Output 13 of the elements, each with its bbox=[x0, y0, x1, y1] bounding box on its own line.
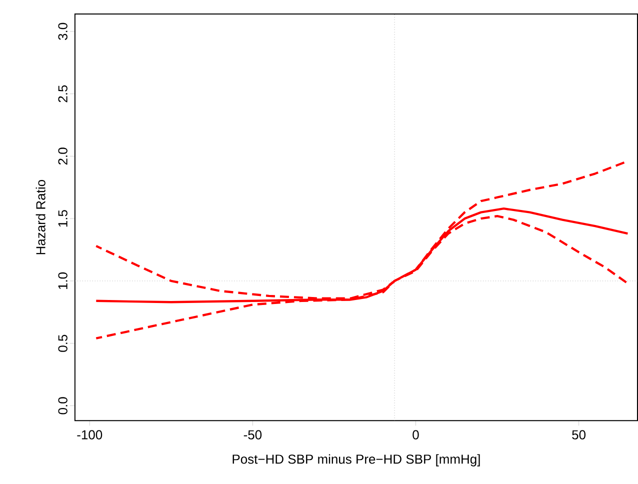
x-tick-label: 0 bbox=[412, 430, 419, 440]
y-tick-label: 2.5 bbox=[58, 86, 68, 102]
y-axis-title: Hazard Ratio bbox=[36, 180, 46, 254]
y-tick-label: 3.0 bbox=[58, 23, 68, 40]
y-tick-label: 0.5 bbox=[58, 335, 68, 352]
x-tick-label: -50 bbox=[244, 430, 262, 440]
x-tick-label: -100 bbox=[77, 430, 102, 440]
x-axis-title: Post−HD SBP minus Pre−HD SBP [mmHg] bbox=[232, 454, 480, 467]
y-tick-label: 1.5 bbox=[58, 210, 68, 227]
x-tick-label: 50 bbox=[572, 430, 586, 440]
y-tick-label: 0.0 bbox=[58, 397, 68, 414]
y-tick-label: 1.0 bbox=[58, 272, 68, 290]
y-tick-label: 2.0 bbox=[58, 148, 68, 165]
